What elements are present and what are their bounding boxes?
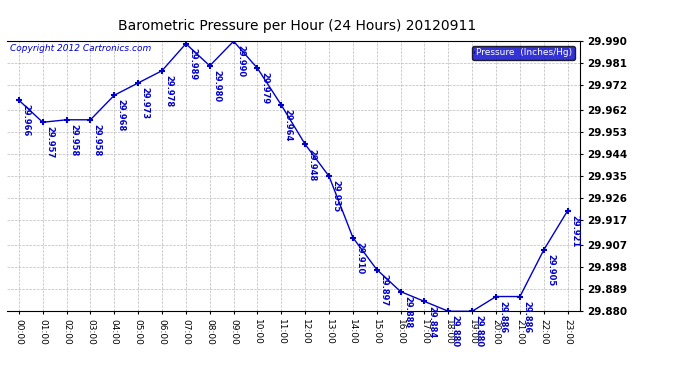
Text: 29.935: 29.935 [331,180,340,213]
Text: 29.886: 29.886 [499,301,508,333]
Text: 29.905: 29.905 [546,254,555,286]
Text: 29.958: 29.958 [69,124,78,156]
Text: 29.989: 29.989 [188,48,197,80]
Text: Barometric Pressure per Hour (24 Hours) 20120911: Barometric Pressure per Hour (24 Hours) … [117,19,476,33]
Legend: Pressure  (Inches/Hg): Pressure (Inches/Hg) [472,46,575,60]
Text: 29.886: 29.886 [522,301,531,333]
Text: 29.957: 29.957 [45,126,54,159]
Text: 29.968: 29.968 [117,99,126,132]
Text: 29.979: 29.979 [260,72,269,105]
Text: 29.958: 29.958 [93,124,102,156]
Text: 29.880: 29.880 [451,315,460,348]
Text: 29.948: 29.948 [308,148,317,181]
Text: 29.966: 29.966 [21,104,30,137]
Text: 29.897: 29.897 [380,274,388,306]
Text: 29.880: 29.880 [475,315,484,348]
Text: Copyright 2012 Cartronics.com: Copyright 2012 Cartronics.com [10,44,151,53]
Text: 29.964: 29.964 [284,109,293,142]
Text: 29.888: 29.888 [403,296,412,328]
Text: 29.921: 29.921 [570,215,579,247]
Text: 29.980: 29.980 [213,70,221,102]
Text: 29.973: 29.973 [141,87,150,119]
Text: 29.910: 29.910 [355,242,364,274]
Text: 29.990: 29.990 [236,45,245,78]
Text: 29.978: 29.978 [164,75,173,107]
Text: 29.884: 29.884 [427,306,436,338]
